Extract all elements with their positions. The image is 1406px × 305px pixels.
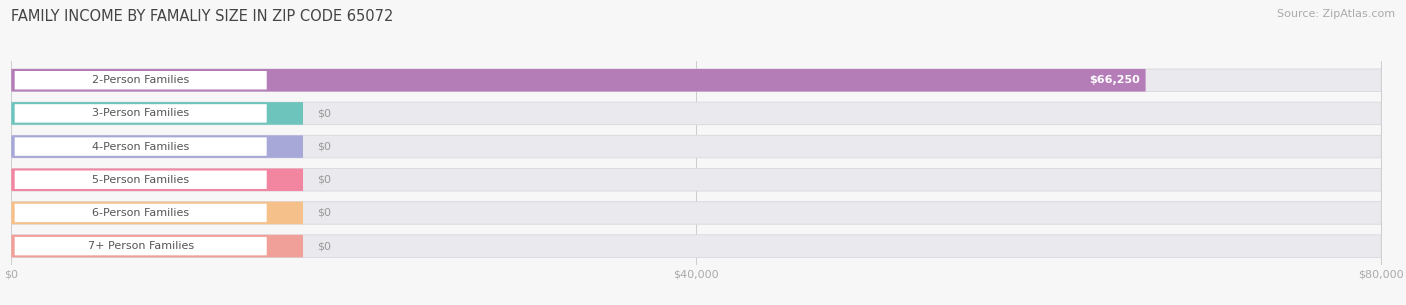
FancyBboxPatch shape	[11, 235, 1381, 257]
Text: 3-Person Families: 3-Person Families	[93, 108, 190, 118]
FancyBboxPatch shape	[11, 168, 1381, 191]
Text: $66,250: $66,250	[1090, 75, 1140, 85]
FancyBboxPatch shape	[11, 69, 1146, 92]
FancyBboxPatch shape	[14, 103, 267, 123]
Text: 2-Person Families: 2-Person Families	[91, 75, 190, 85]
FancyBboxPatch shape	[14, 70, 267, 90]
Text: 5-Person Families: 5-Person Families	[93, 175, 190, 185]
FancyBboxPatch shape	[11, 69, 1381, 92]
Text: $0: $0	[316, 208, 330, 218]
FancyBboxPatch shape	[11, 235, 304, 257]
FancyBboxPatch shape	[14, 236, 267, 256]
FancyBboxPatch shape	[11, 102, 1381, 125]
FancyBboxPatch shape	[11, 168, 304, 191]
Text: Source: ZipAtlas.com: Source: ZipAtlas.com	[1277, 9, 1395, 19]
FancyBboxPatch shape	[14, 203, 267, 223]
FancyBboxPatch shape	[11, 202, 304, 224]
FancyBboxPatch shape	[14, 137, 267, 156]
FancyBboxPatch shape	[14, 170, 267, 190]
FancyBboxPatch shape	[11, 102, 304, 125]
Text: $0: $0	[316, 108, 330, 118]
Text: $0: $0	[316, 175, 330, 185]
Text: FAMILY INCOME BY FAMALIY SIZE IN ZIP CODE 65072: FAMILY INCOME BY FAMALIY SIZE IN ZIP COD…	[11, 9, 394, 24]
Text: 7+ Person Families: 7+ Person Families	[87, 241, 194, 251]
FancyBboxPatch shape	[11, 202, 1381, 224]
FancyBboxPatch shape	[11, 135, 304, 158]
Text: 6-Person Families: 6-Person Families	[93, 208, 190, 218]
Text: $0: $0	[316, 142, 330, 152]
Text: $0: $0	[316, 241, 330, 251]
FancyBboxPatch shape	[11, 135, 1381, 158]
Text: 4-Person Families: 4-Person Families	[91, 142, 190, 152]
